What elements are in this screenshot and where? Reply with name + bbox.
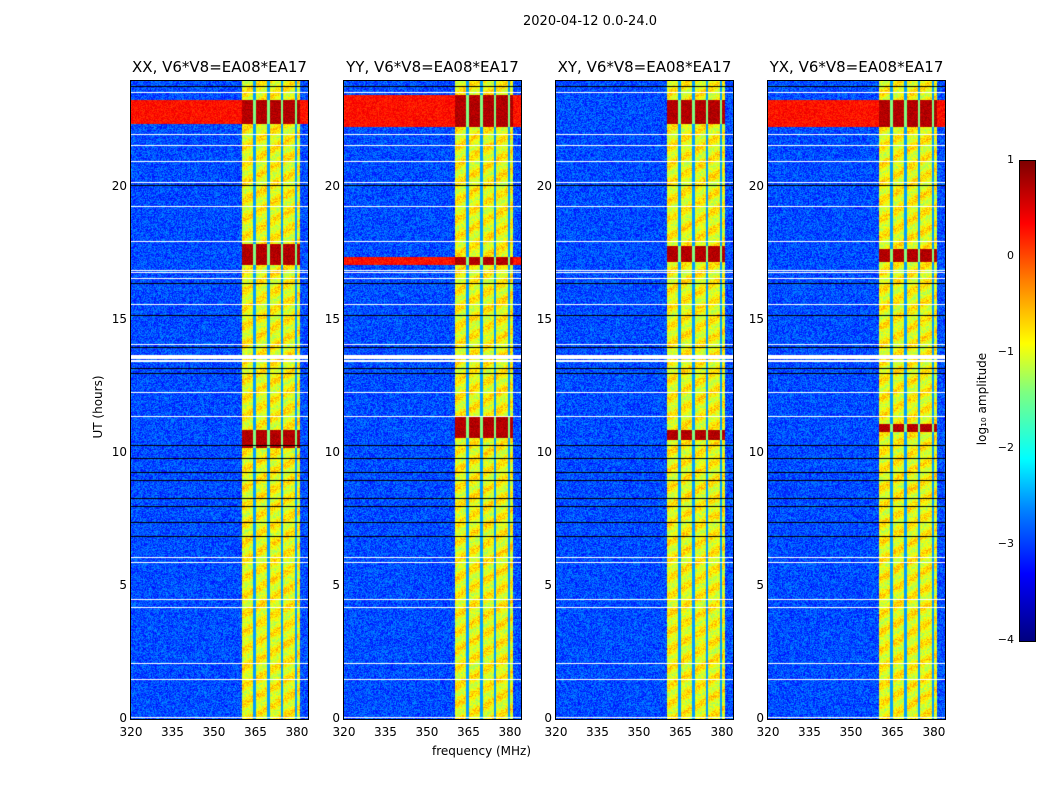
- colorbar-tick-label: −1: [997, 345, 1014, 358]
- colorbar: [1019, 160, 1036, 642]
- y-tick-label: 0: [544, 711, 552, 725]
- x-tick-label: 365: [457, 725, 480, 739]
- x-tick-label: 320: [544, 725, 568, 739]
- panel-title: XX, V6*V8=EA08*EA17: [132, 58, 307, 76]
- figure-title: 2020-04-12 0.0-24.0: [523, 14, 657, 29]
- x-tick-label: 380: [498, 725, 522, 739]
- x-tick-label: 350: [415, 725, 439, 739]
- x-tick-label: 350: [627, 725, 651, 739]
- x-tick-label: 320: [756, 725, 780, 739]
- x-axis-label: frequency (MHz): [432, 744, 532, 758]
- x-tick-label: 320: [119, 725, 143, 739]
- panel-title: YY, V6*V8=EA08*EA17: [346, 58, 519, 76]
- y-tick-label: 20: [748, 179, 764, 194]
- y-tick-label: 0: [332, 711, 340, 725]
- y-tick-label: 10: [748, 445, 764, 460]
- x-tick-label: 320: [332, 725, 356, 739]
- y-tick-label: 10: [536, 445, 552, 460]
- y-tick-label: 15: [111, 312, 127, 327]
- colorbar-tick-label: −3: [997, 537, 1014, 550]
- x-tick-label: 350: [202, 725, 226, 739]
- panel-title: XY, V6*V8=EA08*EA17: [557, 58, 732, 76]
- heatmap-image: [131, 81, 308, 719]
- panel-title: YX, V6*V8=EA08*EA17: [769, 58, 944, 76]
- x-tick-label: 335: [586, 725, 609, 739]
- colorbar-tick-label: −2: [997, 441, 1014, 454]
- colorbar-tick-label: −4: [997, 633, 1014, 646]
- colorbar-tick-label: 1: [1007, 153, 1014, 166]
- y-tick-label: 0: [119, 711, 127, 725]
- heatmap-image: [556, 81, 733, 719]
- heatmap-image: [768, 81, 945, 719]
- y-tick-label: 20: [111, 179, 127, 194]
- x-tick-label: 350: [839, 725, 863, 739]
- y-tick-label: 15: [748, 312, 764, 327]
- y-tick-label: 5: [756, 578, 764, 593]
- plot-frame: [555, 80, 734, 720]
- x-tick-label: 335: [798, 725, 821, 739]
- y-tick-label: 5: [332, 578, 340, 593]
- y-tick-label: 10: [111, 445, 127, 460]
- colorbar-tick-label: 0: [1007, 249, 1014, 262]
- x-tick-label: 380: [922, 725, 946, 739]
- y-tick-label: 5: [119, 578, 127, 593]
- colorbar-label: log₁₀ amplitude: [975, 352, 989, 446]
- x-tick-label: 380: [710, 725, 734, 739]
- plot-frame: [767, 80, 946, 720]
- y-tick-label: 20: [324, 179, 340, 194]
- y-axis-label: UT (hours): [91, 375, 105, 439]
- heatmap-panel: XX, V6*V8=EA08*EA17 320 335 350 365 380 0 5 10 15…: [112, 58, 309, 739]
- y-tick-label: 0: [756, 711, 764, 725]
- x-tick-label: 365: [244, 725, 267, 739]
- x-tick-label: 335: [161, 725, 184, 739]
- x-tick-label: 380: [285, 725, 309, 739]
- y-tick-label: 15: [536, 312, 552, 327]
- x-tick-label: 365: [669, 725, 692, 739]
- y-tick-label: 20: [536, 179, 552, 194]
- heatmap-panel: YX, V6*V8=EA08*EA17 320 335 350 365 380 0 5 10 15…: [749, 58, 946, 739]
- y-tick-label: 5: [544, 578, 552, 593]
- heatmap-panel: XY, V6*V8=EA08*EA17 320 335 350 365 380 0 5 10 15…: [537, 58, 734, 739]
- plot-frame: [130, 80, 309, 720]
- plot-frame: [343, 80, 522, 720]
- x-tick-label: 365: [881, 725, 904, 739]
- y-tick-label: 15: [324, 312, 340, 327]
- y-tick-label: 10: [324, 445, 340, 460]
- heatmap-panel: YY, V6*V8=EA08*EA17 320 335 350 365 380 0 5 10 15…: [325, 58, 522, 739]
- x-tick-label: 335: [374, 725, 397, 739]
- heatmap-image: [344, 81, 521, 719]
